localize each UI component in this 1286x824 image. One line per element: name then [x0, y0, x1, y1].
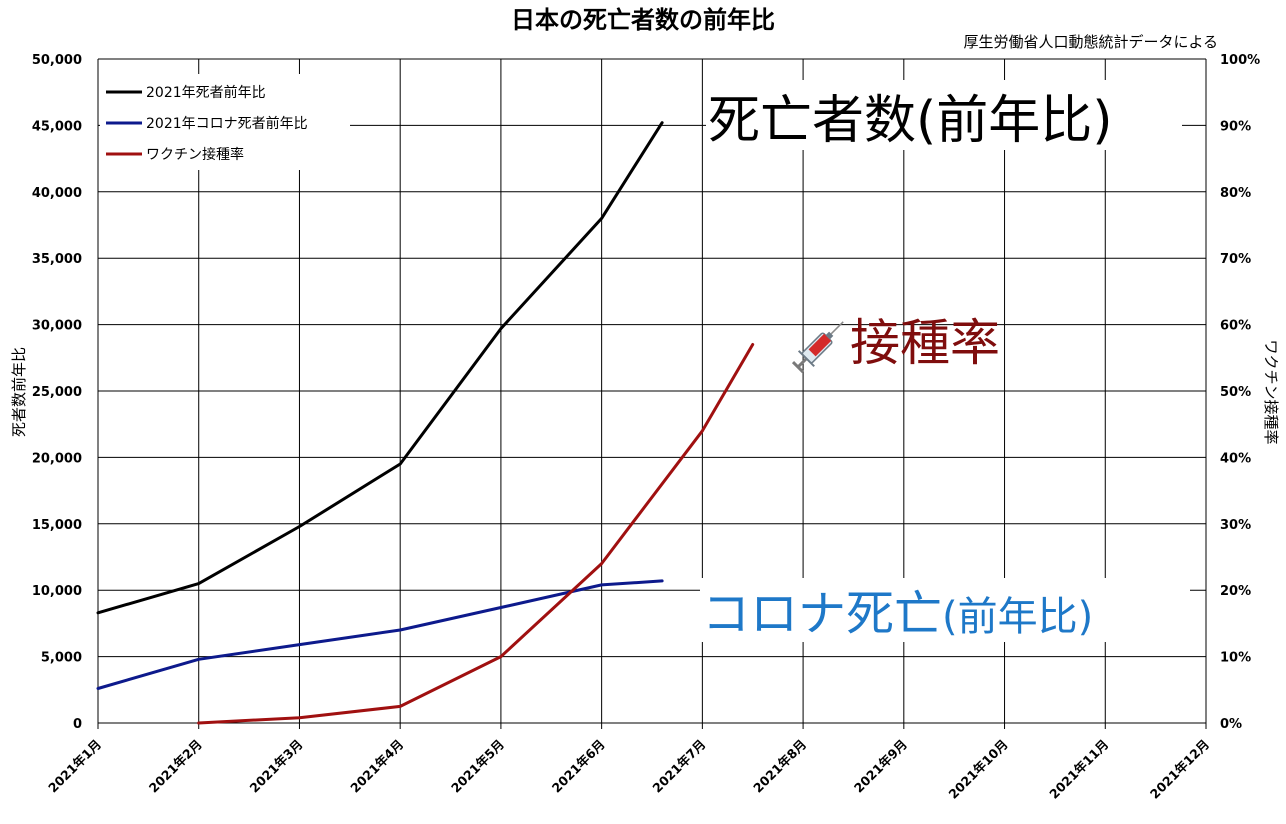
series-lines — [96, 121, 755, 725]
x-tick-label: 2021年3月 — [247, 737, 306, 796]
x-tick-label: 2021年10月 — [945, 737, 1010, 802]
y-tick-left: 15,000 — [32, 518, 82, 533]
data-point — [600, 583, 603, 587]
x-tick-label: 2021年6月 — [549, 737, 608, 796]
covid-annotation-paren: (前年比) — [942, 594, 1093, 640]
covid-annotation-bg — [700, 578, 1190, 642]
y-tick-right: 90% — [1220, 119, 1251, 134]
data-point — [197, 658, 200, 661]
x-tick-label: 2021年7月 — [649, 737, 708, 796]
syringe-icon — [791, 321, 844, 374]
data-point — [398, 628, 402, 632]
data-point — [298, 643, 301, 646]
series-vaccination-line — [197, 343, 755, 725]
y-tick-right: 40% — [1220, 451, 1251, 466]
legend-label-deaths: 2021年死者前年比 — [146, 84, 266, 101]
y-tick-right: 10% — [1220, 651, 1251, 666]
y-tick-right: 100% — [1220, 53, 1260, 68]
data-point — [96, 611, 100, 614]
y-tick-right: 20% — [1220, 584, 1251, 599]
chart-title: 日本の死亡者数の前年比 — [511, 6, 775, 34]
x-tick-label: 2021年4月 — [347, 737, 406, 796]
data-point — [499, 327, 503, 330]
y-tick-right: 30% — [1220, 518, 1251, 533]
covid-annotation-main: コロナ死亡 — [702, 586, 942, 642]
x-tick-label: 2021年5月 — [448, 737, 507, 796]
data-point — [298, 525, 301, 528]
data-point — [660, 121, 664, 124]
y-tick-right: 80% — [1220, 186, 1251, 201]
y-tick-right: 70% — [1220, 252, 1251, 267]
y-tick-left: 0 — [73, 717, 82, 732]
y-axis-right-label: ワクチン接種率 — [1262, 339, 1280, 444]
y-tick-right: 60% — [1220, 319, 1251, 334]
data-point — [197, 582, 200, 585]
data-point — [398, 462, 402, 466]
data-point — [660, 579, 664, 583]
y-tick-right: 0% — [1220, 717, 1242, 732]
data-point — [751, 343, 754, 346]
y-tick-left: 45,000 — [32, 119, 82, 134]
y-tick-left: 10,000 — [32, 584, 82, 599]
x-tick-label: 2021年9月 — [851, 737, 910, 796]
x-tick-label: 2021年2月 — [146, 737, 205, 796]
y-axis-left-label: 死者数前年比 — [10, 347, 28, 437]
data-point — [398, 705, 402, 708]
x-tick-label: 2021年12月 — [1147, 737, 1212, 802]
x-tick-label: 2021年1月 — [45, 737, 104, 796]
y-tick-left: 25,000 — [32, 385, 82, 400]
legend-label-covid: 2021年コロナ死者前年比 — [146, 115, 308, 132]
data-point — [96, 687, 100, 690]
covid-annotation: コロナ死亡(前年比) — [702, 586, 1093, 642]
series-deaths-line — [96, 121, 664, 615]
y-tick-left: 30,000 — [32, 319, 82, 334]
data-point — [197, 721, 200, 725]
data-point — [600, 217, 603, 220]
data-point — [600, 562, 603, 565]
data-point — [298, 716, 301, 719]
x-tick-label: 2021年11月 — [1046, 737, 1111, 802]
deaths-annotation: 死亡者数(前年比) — [708, 91, 1113, 151]
grid-lines — [97, 58, 1207, 729]
series-covid-deaths-line — [96, 579, 664, 690]
legend-label-vaccine: ワクチン接種率 — [146, 146, 244, 163]
data-point — [701, 429, 704, 433]
data-point — [499, 606, 503, 609]
data-point — [499, 655, 503, 658]
y-tick-left: 20,000 — [32, 451, 82, 466]
legend: 2021年死者前年比 2021年コロナ死者前年比 ワクチン接種率 — [100, 74, 350, 170]
y-tick-left: 5,000 — [41, 651, 82, 666]
deaths-annotation-bg — [706, 80, 1182, 150]
y-tick-left: 35,000 — [32, 252, 82, 267]
source-note: 厚生労働省人口動態統計データによる — [963, 33, 1218, 51]
y-tick-right: 50% — [1220, 385, 1251, 400]
y-tick-left: 40,000 — [32, 186, 82, 201]
y-tick-left: 50,000 — [32, 53, 82, 68]
vaccination-annotation: 接種率 — [850, 314, 1000, 372]
x-tick-label: 2021年8月 — [750, 737, 809, 796]
